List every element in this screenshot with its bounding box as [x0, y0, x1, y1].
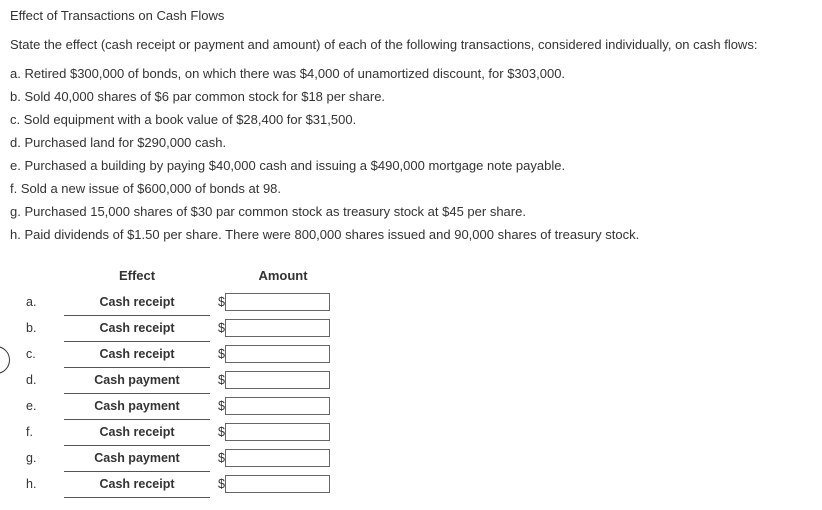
transaction-e: e. Purchased a building by paying $40,00…	[10, 158, 812, 173]
header-amount: Amount	[210, 262, 356, 289]
row-label-f: f.	[10, 419, 64, 445]
effect-e[interactable]: Cash payment	[64, 393, 210, 419]
table-row: f. Cash receipt $	[10, 419, 356, 445]
transaction-g: g. Purchased 15,000 shares of $30 par co…	[10, 204, 812, 219]
amount-input-h[interactable]	[225, 475, 330, 493]
dollar-sign: $	[218, 373, 225, 387]
answer-table: Effect Amount a. Cash receipt $ b. Cash …	[10, 262, 356, 498]
row-label-c: c.	[10, 341, 64, 367]
amount-input-d[interactable]	[225, 371, 330, 389]
row-label-g: g.	[10, 445, 64, 471]
amount-input-e[interactable]	[225, 397, 330, 415]
row-label-a: a.	[10, 289, 64, 315]
transaction-c: c. Sold equipment with a book value of $…	[10, 112, 812, 127]
dollar-sign: $	[218, 295, 225, 309]
amount-input-a[interactable]	[225, 293, 330, 311]
table-row: e. Cash payment $	[10, 393, 356, 419]
table-row: c. Cash receipt $	[10, 341, 356, 367]
effect-a[interactable]: Cash receipt	[64, 289, 210, 315]
transaction-f: f. Sold a new issue of $600,000 of bonds…	[10, 181, 812, 196]
dollar-sign: $	[218, 477, 225, 491]
header-effect: Effect	[64, 262, 210, 289]
amount-input-b[interactable]	[225, 319, 330, 337]
table-row: h. Cash receipt $	[10, 471, 356, 497]
decorative-circle	[0, 346, 10, 374]
row-label-e: e.	[10, 393, 64, 419]
dollar-sign: $	[218, 347, 225, 361]
transaction-d: d. Purchased land for $290,000 cash.	[10, 135, 812, 150]
effect-f[interactable]: Cash receipt	[64, 419, 210, 445]
intro-text: State the effect (cash receipt or paymen…	[10, 37, 812, 52]
table-row: a. Cash receipt $	[10, 289, 356, 315]
row-label-h: h.	[10, 471, 64, 497]
amount-input-g[interactable]	[225, 449, 330, 467]
row-label-d: d.	[10, 367, 64, 393]
dollar-sign: $	[218, 321, 225, 335]
effect-d[interactable]: Cash payment	[64, 367, 210, 393]
effect-h[interactable]: Cash receipt	[64, 471, 210, 497]
amount-input-c[interactable]	[225, 345, 330, 363]
dollar-sign: $	[218, 425, 225, 439]
transaction-b: b. Sold 40,000 shares of $6 par common s…	[10, 89, 812, 104]
page-title: Effect of Transactions on Cash Flows	[10, 8, 812, 23]
table-row: g. Cash payment $	[10, 445, 356, 471]
row-label-b: b.	[10, 315, 64, 341]
effect-g[interactable]: Cash payment	[64, 445, 210, 471]
transaction-list: a. Retired $300,000 of bonds, on which t…	[10, 66, 812, 242]
dollar-sign: $	[218, 451, 225, 465]
effect-c[interactable]: Cash receipt	[64, 341, 210, 367]
transaction-h: h. Paid dividends of $1.50 per share. Th…	[10, 227, 812, 242]
table-row: b. Cash receipt $	[10, 315, 356, 341]
dollar-sign: $	[218, 399, 225, 413]
amount-input-f[interactable]	[225, 423, 330, 441]
transaction-a: a. Retired $300,000 of bonds, on which t…	[10, 66, 812, 81]
table-row: d. Cash payment $	[10, 367, 356, 393]
effect-b[interactable]: Cash receipt	[64, 315, 210, 341]
